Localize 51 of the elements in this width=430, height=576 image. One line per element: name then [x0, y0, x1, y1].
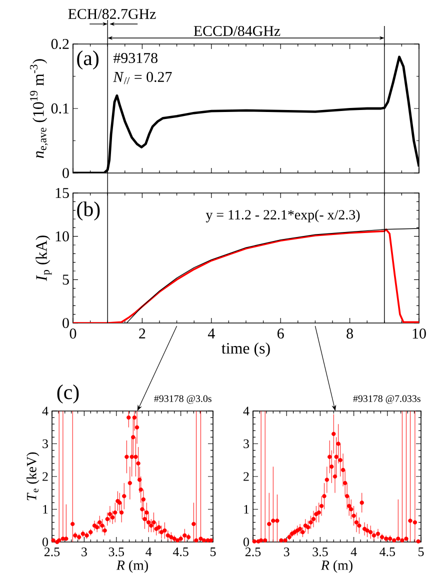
x-axis-title: R (m) — [116, 560, 148, 573]
y-tick-label: 0.2 — [51, 38, 69, 50]
text: (c) — [57, 384, 79, 404]
x-tick-label: 4.5 — [172, 548, 188, 556]
y-tick-label: 2 — [244, 472, 249, 481]
x-axis-title: R (m) — [320, 560, 352, 573]
y-tick-label: 0 — [42, 538, 48, 546]
x-tick-label: 3.5 — [312, 548, 328, 556]
y-tick-label: 0 — [244, 538, 249, 546]
x-tick-label: 0 — [70, 328, 76, 339]
y-tick-label: 1 — [244, 504, 249, 514]
x-tick-label: 4 — [208, 328, 215, 338]
x-tick-label: 3 — [284, 548, 290, 556]
y-axis-title: n$_{e,ave}$ (10$^{19}$ m$^{-3}$) — [30, 59, 48, 158]
x-tick-label: 10 — [412, 328, 426, 339]
y-axis-title: I$_{p}$ (kA) — [36, 236, 52, 282]
y-tick-label: 2 — [42, 472, 48, 481]
annotation: N$_{//}$ = 0.27 — [113, 72, 172, 84]
text: ECCD/84GHz — [194, 26, 280, 36]
text: ECH/82.7GHz — [68, 8, 156, 20]
x-tick-label: 4.5 — [380, 548, 395, 556]
y-tick-label: 3 — [42, 439, 48, 448]
x-tick-label: 8 — [346, 328, 353, 339]
x-tick-label: 4 — [146, 548, 152, 556]
y-tick-label: 4 — [42, 406, 48, 416]
annotation: #93178 — [113, 52, 158, 64]
y-tick-label: 0 — [62, 168, 69, 178]
y-tick-label: 5 — [62, 274, 69, 285]
x-tick-label: 2.5 — [245, 548, 261, 556]
x-tick-label: 4 — [350, 548, 357, 556]
y-axis-title: T$_{e}$ (keV) — [26, 452, 40, 500]
annotation: y = 11.2 - 22.1*exp(- x/2.3) — [206, 210, 360, 222]
y-tick-label: 3 — [244, 439, 249, 448]
x-tick-label: 3 — [82, 548, 87, 556]
x-tick-label: 2.5 — [44, 548, 60, 556]
x-axis-title: time (s) — [222, 342, 270, 357]
y-tick-label: 0.1 — [51, 103, 69, 114]
y-tick-label: 10 — [56, 231, 69, 242]
text: #93178 @3.0s — [154, 395, 212, 404]
y-tick-label: 4 — [243, 406, 250, 416]
x-tick-label: 5 — [210, 548, 216, 556]
text: #93178 @7.033s — [353, 395, 420, 404]
annotation: (a) — [77, 50, 99, 70]
x-tick-label: 2 — [139, 328, 146, 338]
x-tick-label: 5 — [418, 548, 424, 556]
y-tick-label: 0 — [62, 318, 69, 328]
y-tick-label: 15 — [56, 188, 69, 198]
x-tick-label: 6 — [278, 328, 284, 339]
x-tick-label: 3.5 — [108, 548, 124, 556]
y-tick-label: 1 — [43, 504, 48, 514]
annotation: (b) — [77, 202, 100, 220]
